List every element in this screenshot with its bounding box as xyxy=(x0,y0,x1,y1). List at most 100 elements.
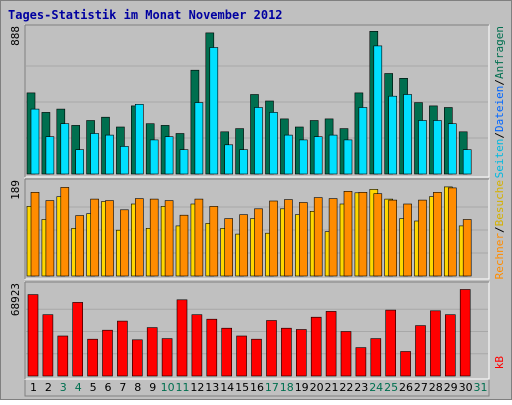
bar-kb-day-9 xyxy=(146,327,158,377)
bar-dateien-day-29 xyxy=(447,123,457,175)
bar-dateien-day-5 xyxy=(90,133,99,175)
bar-dateien-day-16 xyxy=(254,107,263,175)
bar-kb-day-4 xyxy=(72,302,83,377)
bar-dateien-day-18 xyxy=(284,134,293,175)
bar-dateien-day-3 xyxy=(60,123,70,175)
bar-kb-day-2 xyxy=(42,314,54,377)
bar-kb-day-20 xyxy=(310,316,322,377)
bar-kb-day-11 xyxy=(176,299,188,377)
x-tick-label-15: 15 xyxy=(235,381,250,394)
x-tick-label-6: 6 xyxy=(104,381,112,394)
bar-dateien-day-23 xyxy=(358,107,368,175)
bar-kb-day-6 xyxy=(102,329,113,377)
bar-kb-day-8 xyxy=(132,339,143,377)
bar-kb-day-28 xyxy=(430,310,441,377)
x-tick-label-22: 22 xyxy=(339,381,354,394)
x-tick-label-7: 7 xyxy=(119,381,127,394)
bar-dateien-day-24 xyxy=(373,45,383,175)
bar-rechner-day-20 xyxy=(313,197,323,277)
x-tick-label-20: 20 xyxy=(309,381,324,394)
bar-dateien-day-30 xyxy=(462,149,472,175)
bar-kb-day-22 xyxy=(340,331,352,377)
x-tick-label-14: 14 xyxy=(220,381,235,394)
bar-rechner-day-9 xyxy=(149,198,159,277)
bar-dateien-day-10 xyxy=(164,136,174,175)
x-tick-label-29: 29 xyxy=(443,381,458,394)
bar-kb-day-17 xyxy=(266,320,277,377)
bar-kb-day-18 xyxy=(281,327,292,377)
x-tick-label-3: 3 xyxy=(59,381,67,394)
x-tick-label-28: 28 xyxy=(428,381,443,394)
bar-kb-day-19 xyxy=(295,329,307,377)
legend-sep-1: / xyxy=(493,131,506,139)
bar-kb-day-3 xyxy=(57,335,69,377)
bar-kb-day-13 xyxy=(206,318,218,377)
bar-rechner-day-7 xyxy=(120,209,129,277)
bar-rechner-day-6 xyxy=(105,200,114,277)
bar-rechner-day-24 xyxy=(373,193,383,277)
bar-rechner-day-15 xyxy=(239,214,248,277)
x-tick-label-24: 24 xyxy=(369,381,384,394)
bar-dateien-day-11 xyxy=(179,149,189,175)
bar-rechner-day-11 xyxy=(179,214,189,277)
bar-dateien-day-26 xyxy=(403,94,412,175)
bar-rechner-day-27 xyxy=(418,199,427,277)
x-tick-label-18: 18 xyxy=(279,381,294,394)
bar-kb-day-16 xyxy=(251,338,262,377)
legend-seiten: Seiten xyxy=(493,138,506,179)
bar-rechner-day-5 xyxy=(90,198,99,277)
bar-dateien-day-14 xyxy=(224,144,233,175)
legend-sep-2: / xyxy=(493,78,506,86)
bar-rechner-day-29 xyxy=(447,187,457,277)
bar-rechner-day-22 xyxy=(343,191,353,277)
bar-dateien-day-20 xyxy=(313,136,323,175)
x-tick-label-9: 9 xyxy=(149,381,157,394)
bar-kb-day-1 xyxy=(27,294,39,377)
bar-rechner-day-30 xyxy=(462,219,472,277)
bar-rechner-day-3 xyxy=(60,187,70,277)
x-tick-label-5: 5 xyxy=(89,381,97,394)
bar-rechner-day-17 xyxy=(269,200,278,277)
panel-bottom-ymax: 68923 xyxy=(9,283,22,317)
x-tick-label-11: 11 xyxy=(175,381,190,394)
bar-rechner-day-28 xyxy=(433,192,442,277)
bar-dateien-day-9 xyxy=(149,139,159,175)
bar-dateien-day-15 xyxy=(239,149,248,175)
panel-middle-ymax: 189 xyxy=(9,180,22,200)
chart-title: Tages-Statistik im Monat November 2012 xyxy=(8,8,283,22)
x-tick-label-10: 10 xyxy=(160,381,175,394)
bar-dateien-day-13 xyxy=(209,47,219,175)
bar-dateien-day-17 xyxy=(269,112,278,175)
bar-dateien-day-6 xyxy=(105,134,114,175)
x-tick-label-12: 12 xyxy=(190,381,205,394)
x-tick-label-31: 31 xyxy=(473,381,488,394)
bar-kb-day-25 xyxy=(385,309,397,377)
x-tick-label-8: 8 xyxy=(134,381,142,394)
bar-rechner-day-23 xyxy=(358,192,368,277)
bar-kb-day-26 xyxy=(400,351,411,377)
bar-kb-day-27 xyxy=(415,325,426,377)
legend-bottom: kB xyxy=(493,356,506,369)
x-tick-label-21: 21 xyxy=(324,381,339,394)
x-tick-label-25: 25 xyxy=(384,381,399,394)
x-tick-label-1: 1 xyxy=(30,381,37,394)
bar-kb-day-7 xyxy=(117,320,128,377)
x-tick-label-13: 13 xyxy=(205,381,220,394)
bar-rechner-day-10 xyxy=(164,200,174,277)
bar-kb-day-5 xyxy=(87,338,98,377)
bar-dateien-day-1 xyxy=(30,108,40,175)
x-tick-label-26: 26 xyxy=(399,381,413,394)
x-tick-label-4: 4 xyxy=(74,381,82,394)
legend-besuche: Besuche xyxy=(493,180,506,227)
bar-rechner-day-2 xyxy=(45,200,55,277)
bar-dateien-day-2 xyxy=(45,136,55,175)
x-tick-label-17: 17 xyxy=(264,381,279,394)
bar-rechner-day-12 xyxy=(194,198,204,277)
legend-top: Seiten/Dateien/Anfragen xyxy=(493,26,506,178)
legend-kb: kB xyxy=(493,356,506,370)
x-tick-label-23: 23 xyxy=(354,381,369,394)
bar-dateien-day-28 xyxy=(433,120,442,175)
legend-anfragen: Anfragen xyxy=(493,26,506,79)
bar-dateien-day-4 xyxy=(75,149,84,175)
